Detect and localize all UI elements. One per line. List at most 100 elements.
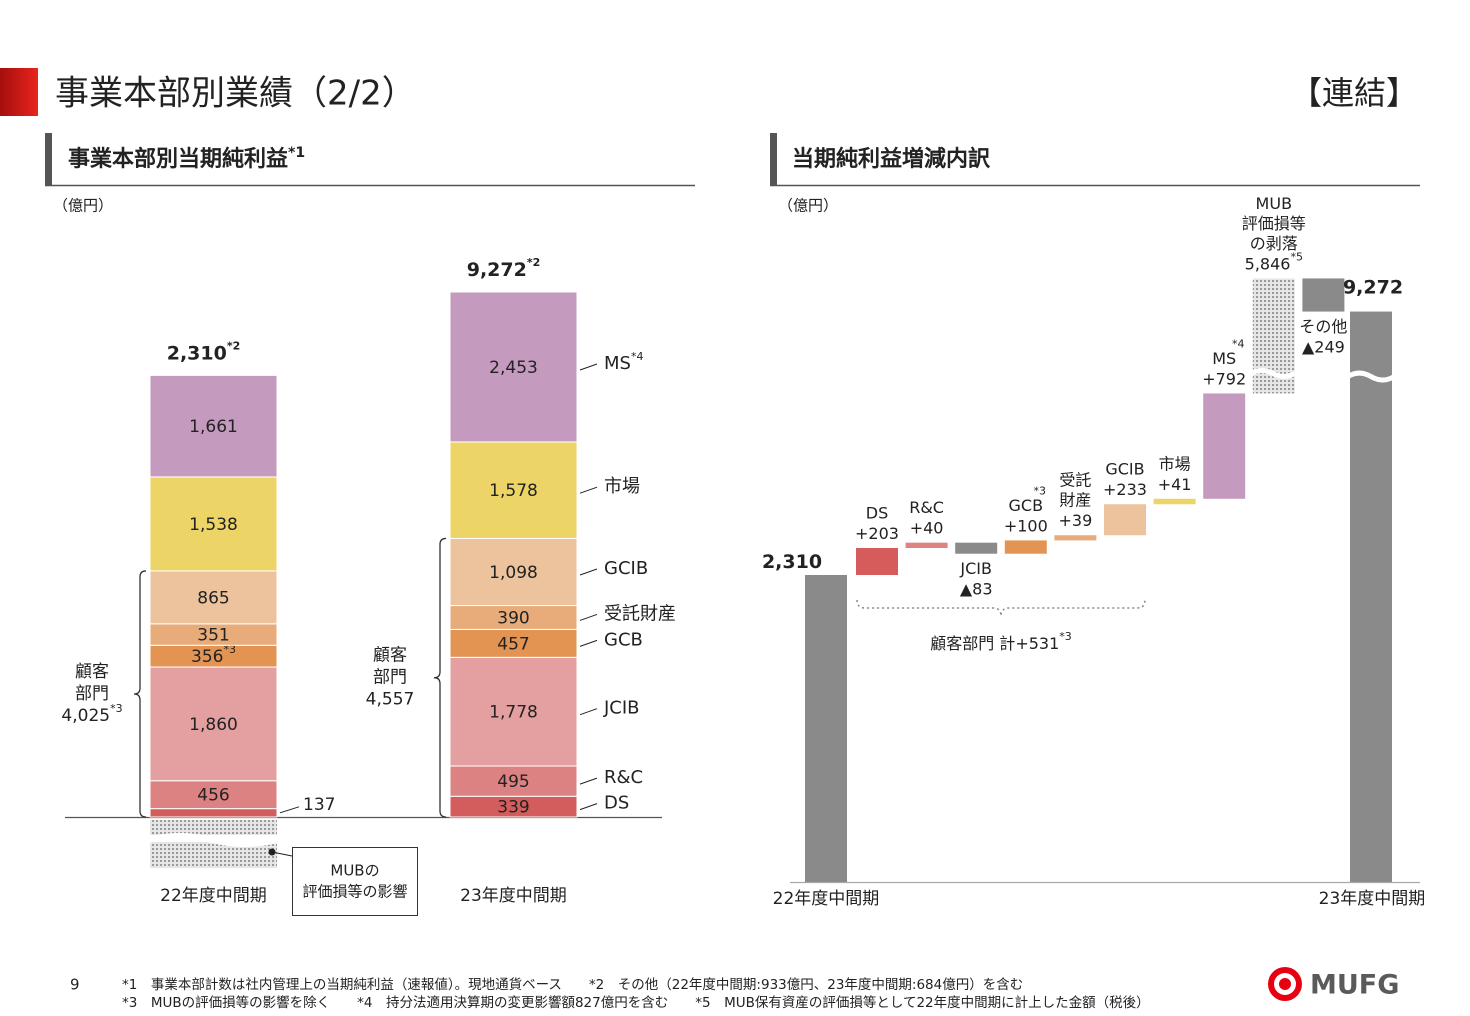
value-label-text: 1,098 — [489, 563, 538, 583]
section-accent — [45, 133, 52, 185]
page-number: 9 — [70, 976, 80, 994]
unit: （億円） — [53, 197, 113, 215]
step-name: GCIB — [1105, 460, 1144, 479]
start-bar — [805, 575, 847, 882]
step-value: +100 — [1004, 516, 1048, 535]
total-label: 9,272*2 — [467, 256, 541, 281]
leader — [579, 363, 598, 371]
leader — [579, 777, 598, 785]
section-title: 事業本部別当期純利益*1 — [68, 145, 305, 172]
bar-segment — [449, 537, 578, 607]
value-label: 1,661 — [189, 417, 238, 437]
logo-mark — [1279, 978, 1291, 990]
value-label-text: 1,578 — [489, 481, 538, 501]
value-label-text: 356 — [191, 647, 223, 667]
step-name: 評価損等 — [1242, 214, 1306, 233]
value-label: 1,860 — [189, 715, 238, 735]
series-label-text: R&C — [604, 767, 643, 788]
value-label-text: 137 — [303, 795, 335, 815]
note-box-text: 評価損等の影響 — [302, 883, 407, 901]
step-bar — [955, 542, 998, 554]
note: *2 — [527, 256, 540, 269]
value-label: 1,778 — [489, 703, 538, 723]
step-value: +40 — [910, 518, 944, 537]
series-label-text: JCIB — [603, 698, 640, 719]
value-label: 1,538 — [189, 515, 238, 535]
bar-segment — [149, 780, 278, 810]
value-label: 495 — [497, 772, 529, 792]
note: *4 — [631, 350, 644, 363]
step-value-text: ▲249 — [1302, 337, 1345, 356]
series-label: GCIB — [604, 558, 648, 579]
step-bar — [1302, 278, 1345, 312]
leader — [579, 486, 598, 494]
bracket-label: 顧客 — [75, 662, 109, 682]
step-name: MUB — [1256, 194, 1293, 213]
value-label: 390 — [497, 608, 529, 628]
logo-text: MUFG — [1310, 970, 1399, 1001]
bar-segment — [149, 374, 278, 478]
series-label: 受託財産 — [604, 603, 676, 624]
series-label: MS*4 — [604, 350, 643, 374]
unit: （億円） — [778, 197, 838, 215]
bracket — [133, 570, 147, 818]
section-title: 当期純利益増減内訳 — [792, 146, 991, 172]
footnote: *3 MUBの評価損等の影響を除く *4 持分法適用決算期の変更影響額827億円… — [122, 994, 1150, 1011]
step-value-text: +100 — [1004, 516, 1048, 535]
x-label: 22年度中間期 — [160, 886, 267, 906]
note-box-text: MUBの — [330, 862, 379, 880]
step-name: 財産 — [1059, 491, 1091, 510]
note: *5 — [1290, 250, 1303, 263]
title-accent — [0, 68, 38, 116]
step-note: *4 — [1232, 337, 1245, 350]
step-name: その他 — [1299, 317, 1347, 336]
step-note: *3 — [1034, 484, 1047, 497]
bracket-label: 顧客 — [373, 646, 407, 666]
note: *3 — [110, 702, 123, 715]
x-label: 23年度中間期 — [1319, 889, 1426, 909]
note: *3 — [223, 643, 236, 656]
step-value: +203 — [855, 524, 899, 543]
value-label: 339 — [497, 798, 529, 818]
value-label-text: 495 — [497, 772, 529, 792]
total-label: 2,310*2 — [167, 339, 241, 364]
value-label: 456 — [197, 786, 229, 806]
step-bar — [1203, 393, 1246, 499]
value-label: 356*3 — [191, 643, 236, 667]
bar-segment — [449, 441, 578, 539]
step-name: GCB — [1009, 496, 1044, 515]
bar-segment — [449, 628, 578, 658]
group-value: +531 — [1015, 634, 1059, 653]
value-label-text: 2,453 — [489, 358, 538, 378]
bar-segment — [149, 666, 278, 782]
step-value-text: ▲83 — [960, 579, 993, 598]
series-label-text: GCB — [604, 629, 643, 650]
series-label: GCB — [604, 629, 643, 650]
step-name: JCIB — [959, 559, 992, 578]
step-value: +41 — [1158, 474, 1192, 493]
series-label-text: DS — [604, 793, 629, 814]
break-wave — [147, 833, 279, 847]
step-value: ▲83 — [960, 579, 993, 598]
note-box — [292, 847, 418, 916]
total-label-text: 9,272 — [467, 259, 527, 281]
step-name: DS — [866, 504, 888, 523]
value-label: 865 — [197, 588, 229, 608]
note: *3 — [1059, 630, 1072, 643]
value-label-text: 865 — [197, 588, 229, 608]
section-title-text: 事業本部別当期純利益 — [68, 146, 288, 172]
series-label: JCIB — [603, 698, 640, 719]
bar-segment — [449, 765, 578, 797]
break-bar — [150, 820, 277, 835]
step-value: +39 — [1059, 511, 1093, 530]
step-name: の剥落 — [1250, 234, 1298, 253]
step-name: MS — [1212, 349, 1236, 368]
step-value-text: +40 — [910, 518, 944, 537]
footnote: *1 事業本部計数は社内管理上の当期純利益（速報値）。現地通貨ベース *2 その… — [122, 976, 1023, 993]
value-label: 2,453 — [489, 358, 538, 378]
end-value-text: 9,272 — [1343, 276, 1403, 298]
bracket — [433, 537, 447, 818]
value-label: 1,578 — [489, 481, 538, 501]
bar-segment — [149, 570, 278, 625]
series-label: 市場 — [604, 476, 640, 497]
